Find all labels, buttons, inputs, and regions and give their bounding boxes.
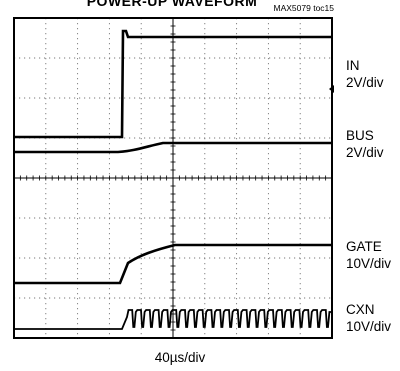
channel-name: IN	[346, 58, 360, 73]
x-axis-label: 40µs/div	[154, 350, 206, 365]
figure-tag: MAX5079 toc15	[273, 3, 334, 13]
channel-scale: 10V/div	[346, 256, 392, 271]
channel-label-bus: BUS 2V/div	[346, 127, 384, 161]
channel-name: CXN	[346, 302, 375, 317]
trace-in	[14, 29, 332, 139]
channel-scale: 2V/div	[346, 145, 384, 160]
trace-cxn	[14, 309, 332, 330]
trace-bus	[14, 141, 332, 154]
channel-label-gate: GATE 10V/div	[346, 238, 391, 272]
center-axis-ticks	[19, 25, 327, 331]
channel-label-in: IN 2V/div	[346, 57, 384, 91]
channel-name: GATE	[346, 239, 382, 254]
channel-marker-in	[329, 85, 334, 93]
channel-scale: 10V/div	[346, 319, 392, 334]
channel-scale: 2V/div	[346, 75, 384, 90]
chart-title: POWER-UP WAVEFORM	[86, 0, 258, 9]
channel-name: BUS	[346, 128, 374, 143]
channel-label-cxn: CXN 10V/div	[346, 301, 391, 335]
trace-gate	[14, 243, 332, 285]
